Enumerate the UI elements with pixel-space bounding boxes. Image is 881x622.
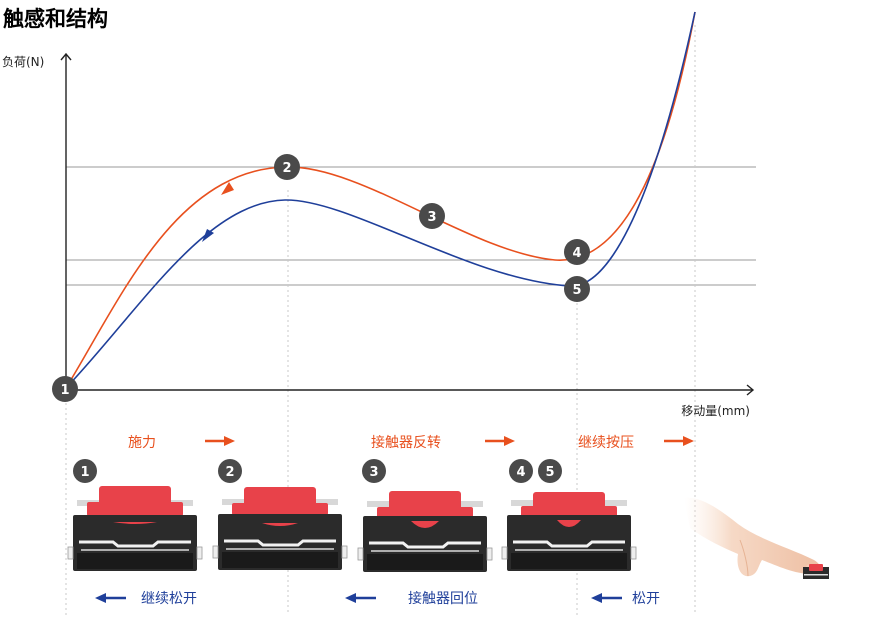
arrow-left-icon bbox=[591, 593, 622, 603]
svg-text:4: 4 bbox=[516, 465, 525, 480]
svg-text:2: 2 bbox=[225, 465, 234, 480]
svg-text:5: 5 bbox=[572, 283, 581, 298]
stage-badge-1: 1 bbox=[73, 459, 97, 483]
tact-switch-icon bbox=[211, 487, 349, 572]
point-marker-3: 3 bbox=[419, 203, 445, 229]
arrow-right-icon bbox=[205, 436, 235, 446]
release-caption-release: 松开 bbox=[632, 591, 660, 607]
svg-text:1: 1 bbox=[80, 465, 89, 480]
point-marker-2: 2 bbox=[274, 154, 300, 180]
tact-switch-icon bbox=[356, 491, 494, 574]
press-caption-apply-force: 施力 bbox=[128, 435, 156, 451]
arrow-left-icon bbox=[95, 593, 126, 603]
x-axis-label: 移动量(mm) bbox=[681, 404, 750, 418]
tact-switch-icon bbox=[803, 564, 829, 579]
press-caption-contact-flip: 接触器反转 bbox=[371, 434, 441, 451]
point-marker-1: 1 bbox=[52, 376, 78, 402]
release-load-curve bbox=[65, 11, 696, 389]
svg-text:3: 3 bbox=[369, 465, 378, 480]
stage-badge-3: 3 bbox=[362, 459, 386, 483]
svg-text:5: 5 bbox=[545, 465, 554, 480]
stage-badge-2: 2 bbox=[218, 459, 242, 483]
point-marker-5: 5 bbox=[564, 276, 590, 302]
y-axis-label: 负荷(N) bbox=[2, 55, 44, 69]
press-direction-arrow bbox=[221, 182, 234, 195]
point-marker-4: 4 bbox=[564, 239, 590, 265]
tact-switch-icon bbox=[66, 486, 204, 573]
release-caption-contact-return: 接触器回位 bbox=[408, 590, 478, 607]
svg-text:4: 4 bbox=[572, 246, 581, 261]
finger-press-icon bbox=[684, 497, 821, 577]
release-direction-arrow bbox=[202, 229, 214, 242]
force-gridlines bbox=[66, 166, 756, 286]
svg-text:3: 3 bbox=[427, 210, 436, 225]
release-caption-keep-releasing: 继续松开 bbox=[141, 590, 197, 607]
arrow-right-icon bbox=[485, 436, 515, 446]
stage-badge-4: 4 bbox=[509, 459, 533, 483]
press-load-curve bbox=[65, 11, 696, 389]
arrow-left-icon bbox=[345, 593, 376, 603]
arrow-right-icon bbox=[664, 436, 694, 446]
page-title: 触感和结构 bbox=[3, 7, 108, 31]
svg-text:1: 1 bbox=[60, 383, 69, 398]
stage-badge-5: 5 bbox=[538, 459, 562, 483]
tact-switch-icon bbox=[500, 492, 638, 573]
svg-text:2: 2 bbox=[282, 161, 291, 176]
press-caption-keep-pressing: 继续按压 bbox=[578, 434, 634, 451]
